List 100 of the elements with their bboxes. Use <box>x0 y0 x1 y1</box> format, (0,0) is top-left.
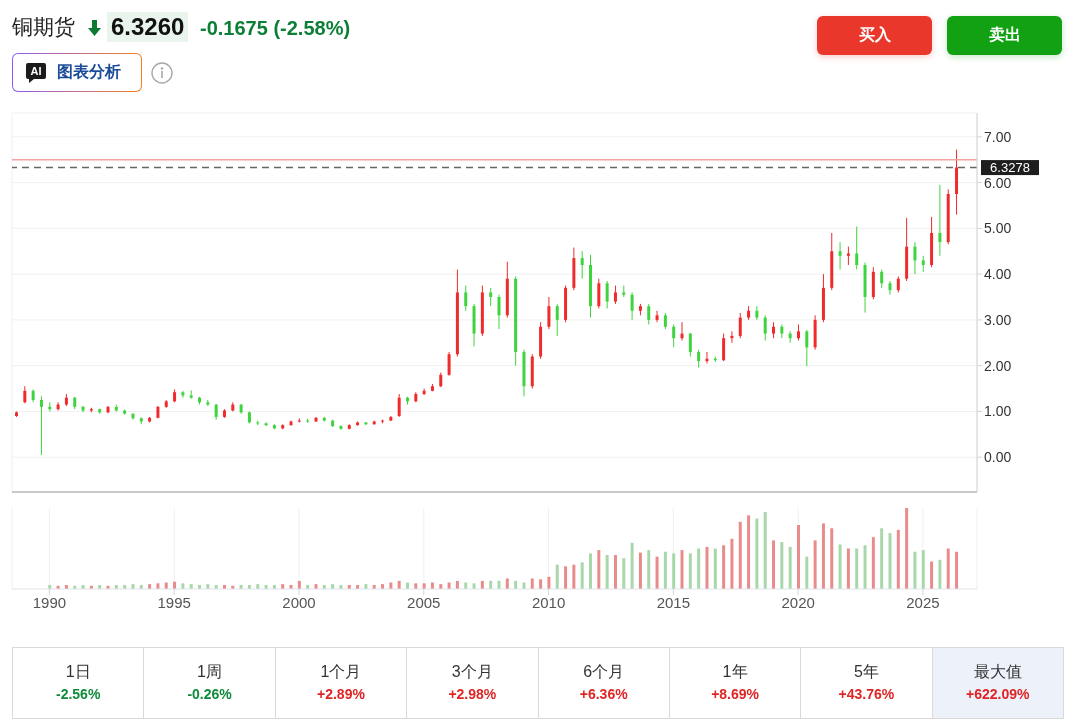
x-tick-label: 2000 <box>282 593 316 611</box>
candlestick <box>464 285 468 312</box>
x-tick-label: 2025 <box>906 593 940 611</box>
text: +43.76% <box>838 686 895 702</box>
category-label: 6个月 <box>583 662 625 682</box>
text: 6.3260 <box>107 12 189 42</box>
bar <box>630 542 634 589</box>
bar <box>722 545 726 589</box>
candlestick <box>913 241 917 275</box>
category-label: 1日 <box>65 662 91 682</box>
x-tick-label: 2005 <box>407 593 441 611</box>
bar <box>863 545 867 589</box>
text: +2.89% <box>317 686 365 702</box>
candlestick <box>738 312 742 339</box>
bar <box>830 528 834 589</box>
bar <box>930 561 934 589</box>
bar <box>580 562 584 589</box>
bar <box>780 542 784 589</box>
bar <box>880 528 884 589</box>
bar <box>555 564 559 589</box>
category-label: 1个月 <box>320 662 362 682</box>
y-tick-label: 5.00 <box>984 220 1012 237</box>
bar <box>788 546 792 589</box>
bar <box>905 508 909 589</box>
bar <box>597 550 601 589</box>
chart-analysis-button: AI 图表分析 <box>12 53 142 92</box>
candlestick <box>580 250 584 280</box>
x-tick-label: 2020 <box>781 593 815 611</box>
x-tick-label: 2015 <box>656 593 691 611</box>
category-label: 1周 <box>197 662 223 682</box>
bar <box>680 550 684 589</box>
candlestick <box>181 390 185 399</box>
bar <box>705 546 709 589</box>
bar <box>805 556 809 589</box>
bar <box>697 548 701 589</box>
candlestick <box>605 280 609 309</box>
y-tick-label: 3.00 <box>984 311 1012 328</box>
bar <box>605 554 609 589</box>
candlestick <box>39 395 43 456</box>
x-tick-label: 2010 <box>531 593 566 611</box>
bar <box>638 552 642 589</box>
candlestick <box>888 280 892 296</box>
candlestick <box>497 294 501 330</box>
chart-title: 铜期货 <box>12 14 75 40</box>
bar <box>572 564 576 589</box>
bar <box>564 566 568 589</box>
category-label: 最大值 <box>973 662 1022 682</box>
candlestick <box>447 351 451 377</box>
bar <box>505 578 509 589</box>
y-tick-label: 1.00 <box>984 403 1012 420</box>
text: +622.09% <box>966 686 1030 702</box>
y-tick-label: 4.00 <box>984 266 1012 283</box>
bar <box>738 521 742 589</box>
x-tick-label: 1995 <box>157 593 191 611</box>
bar <box>921 550 925 589</box>
text: -0.26% <box>187 686 232 702</box>
text: +8.69% <box>711 686 759 702</box>
bar <box>772 540 776 589</box>
candlestick <box>547 296 551 330</box>
bar <box>888 533 892 589</box>
text: -0.1675 (-2.58%) <box>200 16 351 41</box>
candlestick <box>555 303 559 337</box>
candlestick <box>755 305 759 321</box>
category-label: 5年 <box>853 662 879 682</box>
candlestick <box>422 388 426 396</box>
bar <box>730 538 734 589</box>
y-tick-label: 0.00 <box>984 449 1012 466</box>
y-tick-label: 2.00 <box>984 357 1012 374</box>
bar <box>821 523 825 589</box>
candlestick <box>688 332 692 358</box>
candlestick <box>938 184 942 257</box>
candlestick <box>838 241 842 271</box>
candlestick <box>855 226 859 271</box>
candlestick <box>597 278 601 309</box>
bar <box>813 540 817 589</box>
bar <box>530 578 534 589</box>
text: +6.36% <box>579 686 628 702</box>
y-tick-label: 6.00 <box>984 174 1012 191</box>
bar <box>855 548 859 589</box>
bar <box>755 518 759 589</box>
bar <box>955 551 959 589</box>
category-label: 1年 <box>722 662 748 682</box>
candlestick <box>397 393 401 418</box>
candlestick <box>805 329 809 367</box>
bar <box>913 551 917 589</box>
candlestick <box>672 323 676 348</box>
bar <box>688 553 692 589</box>
candlestick <box>613 285 617 305</box>
candlestick <box>489 287 493 307</box>
text: +2.98% <box>448 686 497 702</box>
x-tick-label: 1990 <box>32 593 67 611</box>
bar <box>622 558 626 589</box>
sell-button: 卖出 <box>947 16 1062 55</box>
bar <box>938 559 942 589</box>
bar <box>747 515 751 589</box>
candlestick <box>880 269 884 289</box>
bar <box>539 579 543 589</box>
bar <box>713 548 717 589</box>
bar <box>547 576 551 589</box>
bar <box>838 544 842 589</box>
